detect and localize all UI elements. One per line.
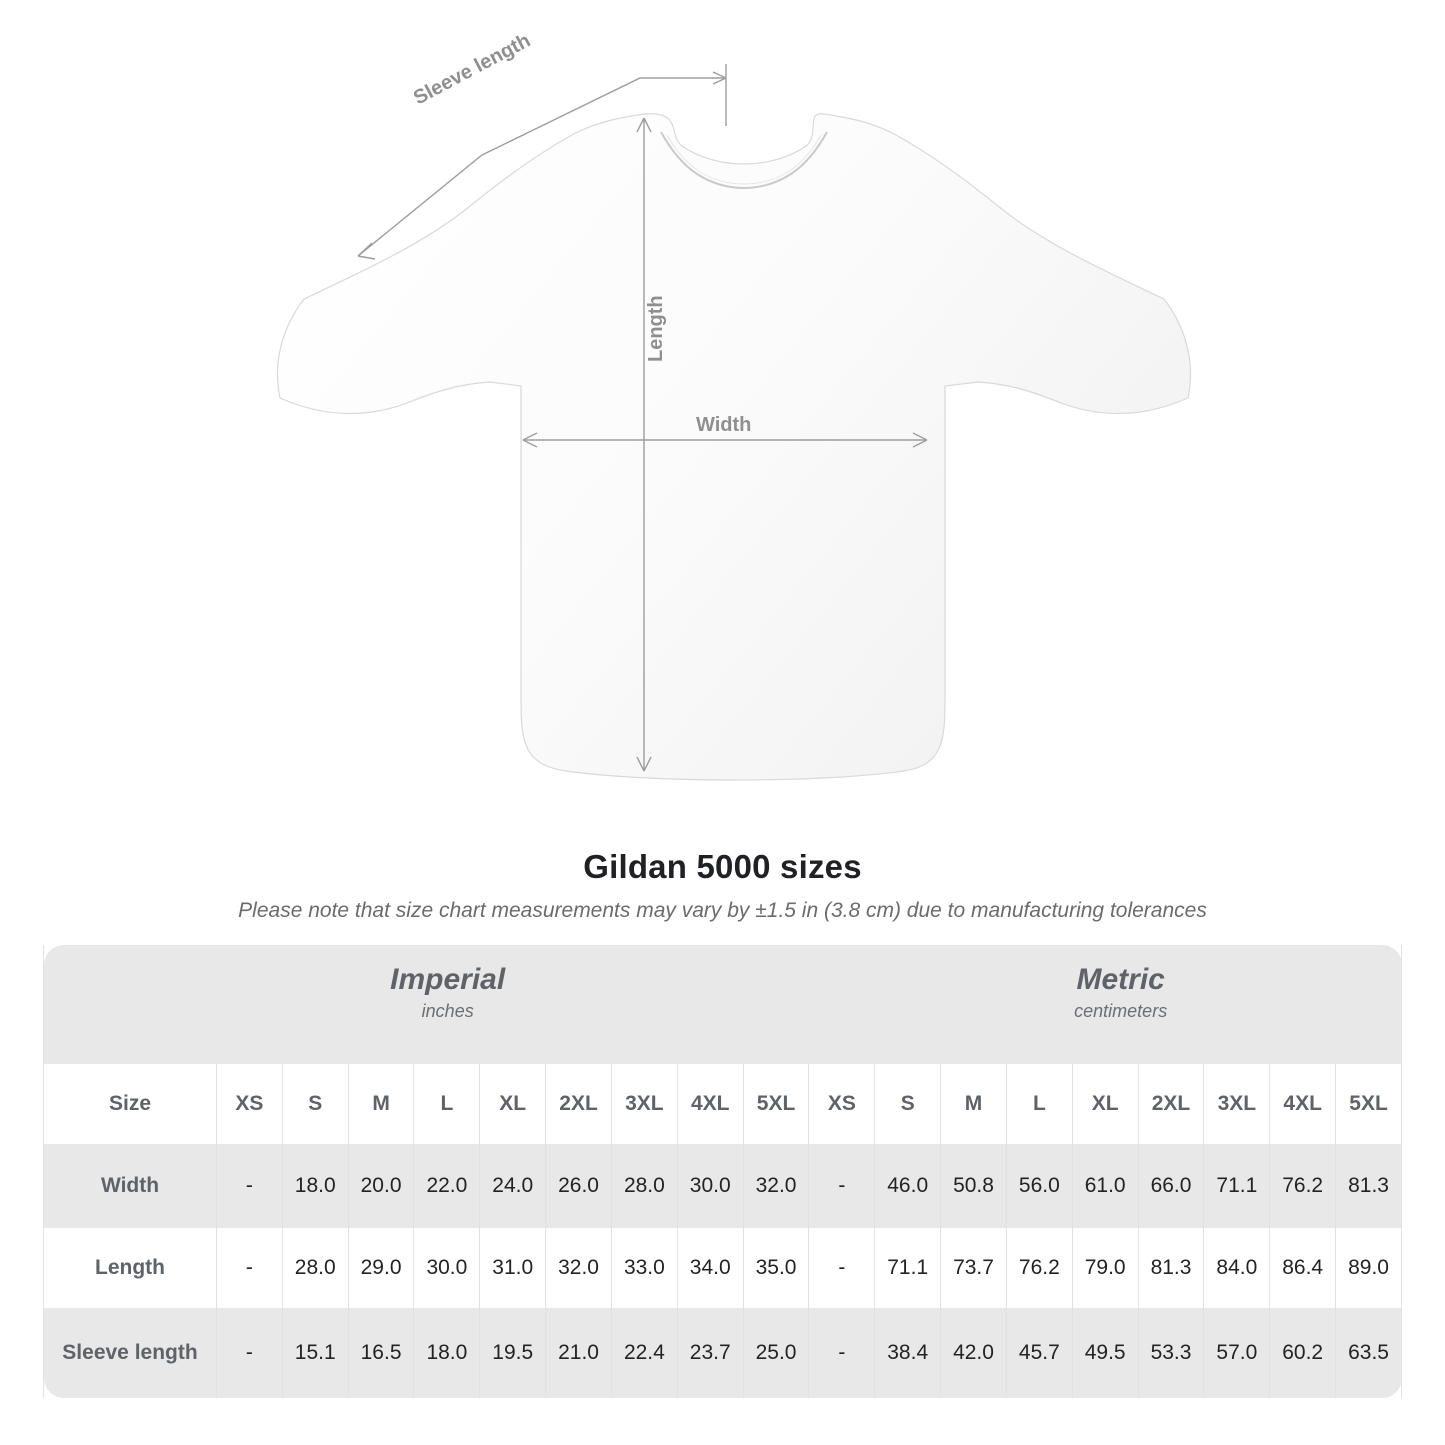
svg-text:Length: Length <box>645 295 667 362</box>
svg-text:Sleeve length: Sleeve length <box>410 29 534 109</box>
svg-text:Width: Width <box>696 414 751 436</box>
